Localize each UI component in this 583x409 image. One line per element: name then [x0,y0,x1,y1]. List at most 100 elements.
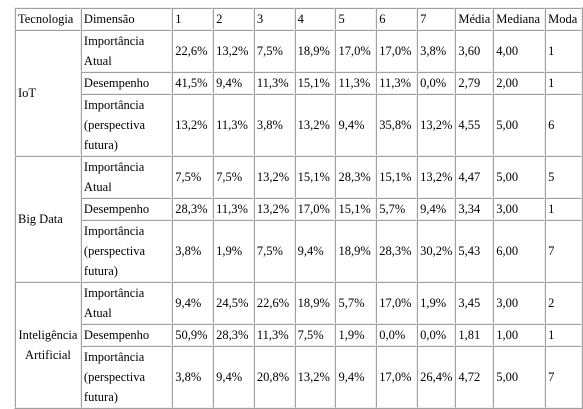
value-cell: 13,2% [417,156,456,198]
column-header: 7 [417,8,456,30]
value-cell: 5,7% [335,282,377,324]
header-row: Tecnologia Dimensão 1 2 3 4 5 6 7 Média Mediana Mod… [15,8,582,30]
value-cell: 3,34 [455,198,494,220]
value-cell: 13,2% [253,156,295,198]
value-cell: 6 [545,94,582,156]
technology-cell: Inteligência Artificial [15,282,81,408]
value-cell: 5 [545,156,582,198]
value-cell: 3,8% [253,94,295,156]
value-cell: 5,00 [493,94,546,156]
value-cell: 9,4% [172,282,214,324]
dimension-cell: Importância Atual [80,30,173,72]
value-cell: 11,3% [253,72,295,94]
table-container: Tecnologia Dimensão 1 2 3 4 5 6 7 Média Mediana Mod… [14,7,583,409]
value-cell: 3,8% [172,346,214,408]
value-cell: 4,72 [455,346,494,408]
dimension-cell: Importância Atual [80,282,173,324]
value-cell: 4,47 [455,156,494,198]
value-cell: 15,1% [294,72,336,94]
value-cell: 13,2% [294,94,336,156]
value-cell: 1,81 [455,324,494,346]
value-cell: 7,5% [253,30,295,72]
value-cell: 17,0% [294,198,336,220]
value-cell: 4,00 [493,30,546,72]
value-cell: 26,4% [417,346,456,408]
value-cell: 18,9% [335,220,377,282]
value-cell: 13,2% [417,94,456,156]
value-cell: 28,3% [213,324,254,346]
value-cell: 3,8% [417,30,456,72]
value-cell: 5,7% [376,198,418,220]
table-row: Desempenho 50,9% 28,3% 11,3% 7,5% 1,9% 0,0% 0,0… [15,324,582,346]
value-cell: 18,9% [294,282,336,324]
value-cell: 11,3% [253,324,295,346]
value-cell: 17,0% [376,346,418,408]
value-cell: 11,3% [213,198,254,220]
column-header: 4 [294,8,336,30]
dimension-cell: Desempenho [80,72,173,94]
value-cell: 20,8% [253,346,295,408]
table-row: Desempenho 41,5% 9,4% 11,3% 15,1% 11,3% 11,3% 0… [15,72,582,94]
value-cell: 1,9% [213,220,254,282]
table-row: Desempenho 28,3% 11,3% 13,2% 17,0% 15,1% 5,7% 9… [15,198,582,220]
technology-cell: Big Data [15,156,81,282]
value-cell: 7,5% [172,156,214,198]
value-cell: 50,9% [172,324,214,346]
table-row: Importância (perspectiva futura) 13,2% 11,… [15,94,582,156]
column-header: 3 [253,8,295,30]
value-cell: 0,0% [417,72,456,94]
value-cell: 3,45 [455,282,494,324]
value-cell: 9,4% [213,346,254,408]
column-header: 2 [213,8,254,30]
column-header: 5 [335,8,377,30]
column-header: Dimensão [80,8,173,30]
column-header: Média [455,8,494,30]
value-cell: 2,79 [455,72,494,94]
value-cell: 11,3% [376,72,418,94]
value-cell: 22,6% [172,30,214,72]
value-cell: 1,9% [335,324,377,346]
value-cell: 17,0% [376,282,418,324]
column-header: 1 [172,8,214,30]
value-cell: 13,2% [294,346,336,408]
value-cell: 1,9% [417,282,456,324]
value-cell: 9,4% [417,198,456,220]
value-cell: 2,00 [493,72,546,94]
value-cell: 28,3% [172,198,214,220]
dimension-cell: Desempenho [80,198,173,220]
value-cell: 15,1% [376,156,418,198]
table-row: Big Data Importância Atual 7,5% 7,5% 13,2% 15… [15,156,582,282]
value-cell: 24,5% [213,282,254,324]
statistics-table: Tecnologia Dimensão 1 2 3 4 5 6 7 Média Mediana Mod… [14,7,583,409]
table-row: Importância (perspectiva futura) 3,8% 9,4%… [15,346,582,408]
value-cell: 0,0% [417,324,456,346]
value-cell: 11,3% [213,94,254,156]
technology-cell: IoT [15,30,81,156]
column-header: Moda [545,8,582,30]
value-cell: 3,00 [493,282,546,324]
value-cell: 35,8% [376,94,418,156]
value-cell: 5,00 [493,346,546,408]
value-cell: 1 [545,30,582,72]
value-cell: 3,60 [455,30,494,72]
value-cell: 9,4% [335,94,377,156]
dimension-cell: Desempenho [80,324,173,346]
value-cell: 28,3% [376,220,418,282]
value-cell: 3,8% [172,220,214,282]
table-row: Inteligência Artificial Importância Atual… [15,282,582,408]
value-cell: 13,2% [253,198,295,220]
dimension-cell: Importância Atual [80,156,173,198]
value-cell: 15,1% [335,198,377,220]
value-cell: 4,55 [455,94,494,156]
table-row: IoT Importância Atual 22,6% 13,2% 7,5% 18,9% 1… [15,30,582,156]
value-cell: 7,5% [294,324,336,346]
column-header: 6 [376,8,418,30]
value-cell: 7,5% [213,156,254,198]
value-cell: 30,2% [417,220,456,282]
value-cell: 9,4% [335,346,377,408]
value-cell: 41,5% [172,72,214,94]
value-cell: 13,2% [172,94,214,156]
value-cell: 13,2% [213,30,254,72]
value-cell: 1 [545,72,582,94]
value-cell: 1 [545,324,582,346]
